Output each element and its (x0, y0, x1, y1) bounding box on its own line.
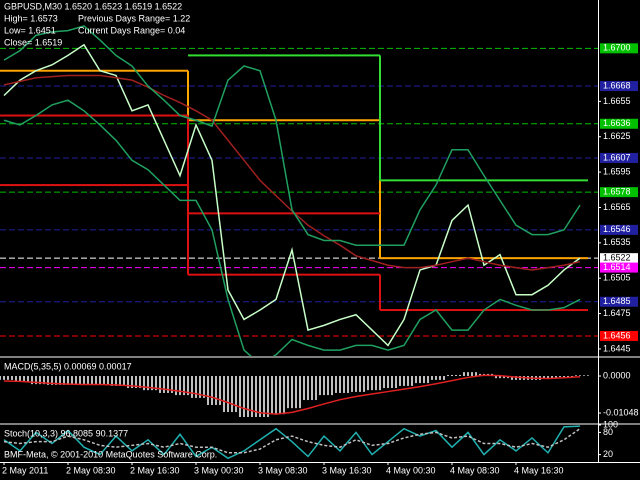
info-prev-range: Previous Days Range= 1.22 (78, 13, 190, 23)
panel (3, 425, 581, 460)
y-tick-label: 1.6514 (603, 262, 631, 272)
y-tick-label: 20 (603, 449, 613, 459)
y-tick-label: 1.6655 (603, 96, 631, 106)
info-high: High= 1.6573 (4, 13, 58, 23)
x-tick-label: 3 May 16:30 (322, 465, 372, 475)
level-label-box (600, 43, 638, 54)
y-tick-label: 1.6456 (603, 330, 631, 340)
level-label-box (600, 253, 638, 264)
level-label-box (600, 330, 638, 341)
x-tick-label: 3 May 00:30 (194, 465, 244, 475)
series-line (3, 99, 581, 356)
x-tick-label: 2 May 16:30 (130, 465, 180, 475)
y-tick-label: 1.6535 (603, 237, 631, 247)
level-label-box (600, 81, 638, 92)
series-line (3, 25, 581, 246)
y-tick-label: 1.6625 (603, 131, 631, 141)
level-label-box (600, 296, 638, 307)
panel (0, 372, 589, 417)
level-label-box (600, 152, 638, 163)
y-tick-label: 0.0000 (603, 370, 631, 380)
x-tick-label: 4 May 00:30 (386, 465, 436, 475)
y-tick-label: 1.6578 (603, 187, 631, 197)
y-tick-label: -0.01048 (603, 407, 639, 417)
level-label-box (600, 262, 638, 273)
symbol-info: GBPUSD,M30 1.6520 1.6523 1.6519 1.6522 (4, 1, 182, 11)
y-tick-label: 1.6595 (603, 166, 631, 176)
y-tick-label: 1.6668 (603, 80, 631, 90)
y-tick-label: 1.6565 (603, 202, 631, 212)
y-tick-label: 1.6546 (603, 224, 631, 234)
y-tick-label: 1.6475 (603, 308, 631, 318)
macd-title: MACD(5,35,5) 0.00069 0.00017 (4, 361, 132, 371)
series-line (3, 43, 581, 347)
y-tick-label: 1.6445 (603, 343, 631, 353)
credit: BMF-Meta, © 2001-2010 MetaQuotes Softwar… (4, 449, 217, 459)
frame: GBPUSD,M30 1.6520 1.6523 1.6519 1.6522 H… (0, 0, 640, 463)
x-tick-label: 4 May 16:30 (514, 465, 564, 475)
x-tick-label: 2 May 2011 (2, 465, 48, 475)
series-line (3, 428, 581, 454)
info-cur-range: Current Days Range= 0.04 (78, 25, 185, 35)
info-low: Low= 1.6451 (4, 25, 56, 35)
y-tick-label: 1.6607 (603, 152, 631, 162)
y-tick-label: 1.6505 (603, 273, 631, 283)
y-tick-label: 80 (603, 427, 613, 437)
plot-layer: 2 May 2011 2 May 08:30 2 May 16:30 3 May 00… (0, 25, 639, 475)
x-tick-label: 3 May 08:30 (258, 465, 308, 475)
panel (0, 25, 598, 356)
y-tick-label: 1.6485 (603, 296, 631, 306)
level-label-box (600, 187, 638, 198)
level-label-box (600, 224, 638, 235)
stoch-title: Stoch(10,3,3) 96.8085 90.1377 (4, 428, 128, 438)
x-tick-label: 2 May 08:30 (66, 465, 116, 475)
y-tick-label: 1.6700 (603, 43, 631, 53)
level-label-box (600, 118, 638, 129)
info-close: Close= 1.6519 (4, 37, 62, 47)
series-line (3, 374, 581, 415)
x-tick-label: 4 May 08:30 (450, 465, 500, 475)
y-tick-label: 1.6522 (603, 253, 631, 263)
y-tick-label: 1.6636 (603, 118, 631, 128)
series-line (3, 425, 581, 460)
